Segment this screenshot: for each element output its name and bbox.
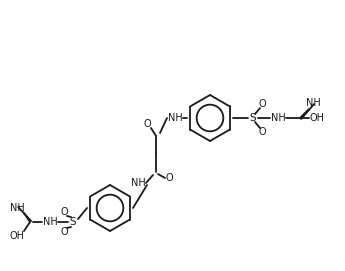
Text: NH: NH bbox=[10, 203, 24, 213]
Text: NH: NH bbox=[270, 113, 285, 123]
Text: O: O bbox=[258, 99, 266, 109]
Text: NH: NH bbox=[43, 217, 57, 227]
Text: NH: NH bbox=[168, 113, 183, 123]
Text: OH: OH bbox=[10, 231, 24, 241]
Text: O: O bbox=[60, 207, 68, 217]
Text: OH: OH bbox=[309, 113, 325, 123]
Text: S: S bbox=[70, 217, 76, 227]
Text: O: O bbox=[143, 119, 151, 129]
Text: O: O bbox=[60, 227, 68, 237]
Text: NH: NH bbox=[306, 98, 321, 108]
Text: O: O bbox=[165, 173, 173, 183]
Text: NH: NH bbox=[131, 178, 145, 188]
Text: O: O bbox=[258, 127, 266, 137]
Text: S: S bbox=[250, 113, 256, 123]
